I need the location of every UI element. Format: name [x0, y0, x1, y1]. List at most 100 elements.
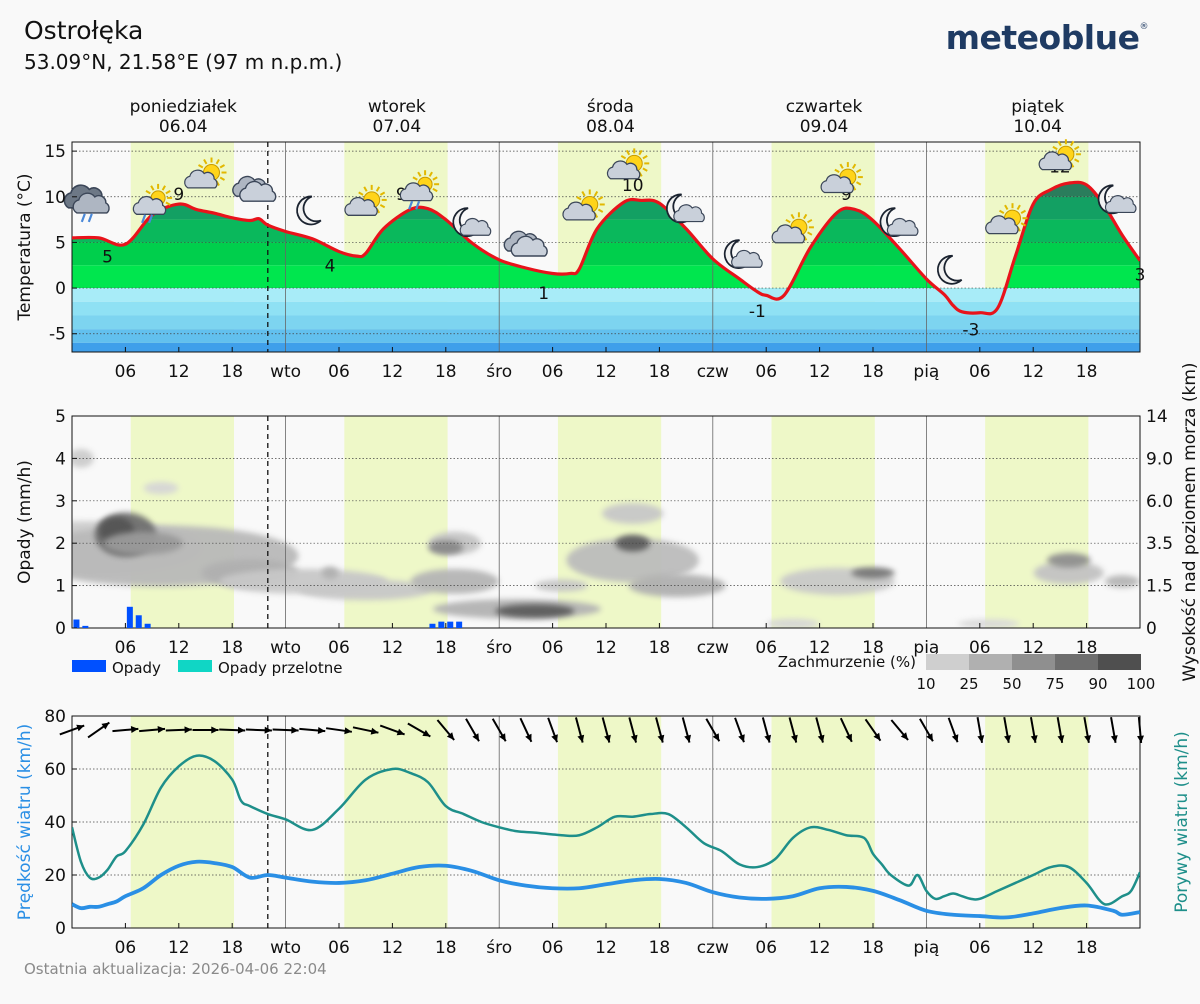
wind-arrow-head — [446, 732, 455, 740]
x-tick-hour-label: 18 — [862, 362, 884, 382]
x-tick-day-label: czw — [697, 362, 729, 382]
wind-arrow-head — [738, 734, 745, 743]
sun-ray — [642, 155, 648, 160]
sun-ray — [428, 171, 433, 177]
cloud-cover-blob — [1104, 575, 1140, 588]
sun-ray — [581, 190, 586, 197]
cloud-icon — [232, 175, 277, 202]
wind-arrow-head — [926, 733, 933, 742]
sun-ray — [593, 190, 599, 197]
temperature-extreme-label: 4 — [325, 257, 336, 277]
wind-direction-arrow — [165, 726, 192, 734]
altitude-tick-label: 3.5 — [1146, 534, 1173, 554]
rain-drop — [415, 200, 421, 210]
wind-arrow-head — [604, 734, 611, 743]
x-tick-day-label: czw — [697, 638, 729, 658]
x-tick-hour-label: 18 — [435, 362, 457, 382]
wind-arrow-head — [291, 726, 299, 734]
cloud-body — [771, 224, 806, 244]
x-tick-hour-label: 12 — [382, 362, 404, 382]
moon-cloud-icon — [452, 207, 492, 237]
wind-arrow-head — [157, 726, 166, 733]
wind-direction-arrow — [919, 718, 934, 742]
temperature-extreme-label: -3 — [962, 320, 979, 340]
x-tick-hour-label: 06 — [115, 362, 137, 382]
sun-ray — [999, 209, 1005, 215]
sun-ray — [1004, 204, 1009, 211]
sun-ray — [219, 164, 225, 169]
cloud-icon — [503, 230, 548, 257]
x-tick-hour-label: 18 — [1076, 638, 1098, 658]
wind-arrow-head — [472, 733, 479, 742]
precipitation-bar — [429, 623, 436, 628]
x-tick-hour-label: 12 — [809, 638, 831, 658]
sun-ray — [856, 168, 862, 173]
sun-ray — [432, 176, 438, 181]
wind-direction-arrow — [788, 717, 798, 743]
x-tick-hour-label: 18 — [435, 938, 457, 958]
cloud-shape — [510, 235, 548, 257]
wind-arrow-head — [396, 728, 405, 736]
y-tick-label: -5 — [49, 325, 66, 345]
moon-cloud-icon — [666, 193, 705, 224]
wind-arrow-head — [684, 734, 691, 743]
temperature-line-group — [72, 180, 1140, 316]
legend-swatch-precip — [72, 660, 106, 672]
sun-ray — [203, 159, 208, 165]
temperature-extreme-label: 5 — [102, 247, 113, 267]
x-tick-hour-label: 12 — [382, 938, 404, 958]
moon-shape — [937, 254, 963, 285]
sun-ray — [625, 149, 631, 156]
sun-ray — [161, 185, 166, 191]
temperature-extreme-label: 10 — [622, 176, 644, 196]
y-tick-label: 15 — [44, 142, 66, 162]
cloud-shape — [771, 224, 806, 244]
sun-ray — [198, 164, 204, 169]
cloud-shape — [459, 217, 492, 236]
cloud-cover-blob — [410, 568, 499, 594]
cloud-body — [72, 192, 110, 214]
cloud-shape — [562, 201, 596, 221]
temperature-axis-label: Temperatura (°C) — [15, 173, 35, 321]
x-tick-hour-label: 12 — [1022, 638, 1044, 658]
sun-ray — [638, 149, 643, 156]
wind-direction-arrow — [219, 726, 246, 734]
cloud-body — [820, 174, 854, 194]
sun-ray — [219, 176, 225, 181]
meteoblue-logo[interactable]: meteoblue® — [946, 18, 1149, 57]
wind-direction-arrow — [87, 721, 110, 739]
precipitation-bar — [82, 625, 89, 628]
wind-gusts-line — [72, 754, 1140, 906]
cloud-legend-level: 10 — [916, 675, 935, 693]
x-tick-hour-label: 06 — [755, 938, 777, 958]
x-tick-hour-label: 12 — [809, 362, 831, 382]
sun-ray — [620, 155, 627, 160]
x-tick-hour-label: 18 — [1076, 938, 1098, 958]
cloud-legend-scale: 10 25 50 75 90 100 — [916, 654, 1155, 693]
daylight-band — [985, 716, 1089, 928]
wind-arrow-head — [630, 734, 638, 743]
wind-arrow-head — [184, 726, 192, 734]
x-tick-day-label: śro — [486, 362, 512, 382]
cloud-cover-blob — [1047, 552, 1091, 568]
sun-ray — [150, 185, 155, 191]
wind-direction-arrow — [436, 719, 455, 741]
wind-direction-arrow — [574, 717, 585, 743]
cloud-body — [344, 196, 378, 216]
altitude-tick-label: 9.0 — [1146, 449, 1173, 469]
x-tick-hour-label: 06 — [542, 938, 564, 958]
wind-arrow-head — [101, 722, 110, 730]
wind-direction-arrow — [491, 718, 507, 742]
x-tick-hour-label: 12 — [168, 362, 190, 382]
x-tick-hour-label: 18 — [221, 938, 243, 958]
x-tick-hour-label: 18 — [649, 938, 671, 958]
cloud-legend-swatch — [1098, 654, 1141, 670]
wind-arrow-head — [951, 734, 959, 743]
x-tick-hour-label: 18 — [221, 362, 243, 382]
daylight-band — [771, 416, 875, 628]
cloud-body — [132, 195, 167, 215]
cloud-body — [510, 235, 548, 257]
cloud-legend-swatch — [969, 654, 1012, 670]
